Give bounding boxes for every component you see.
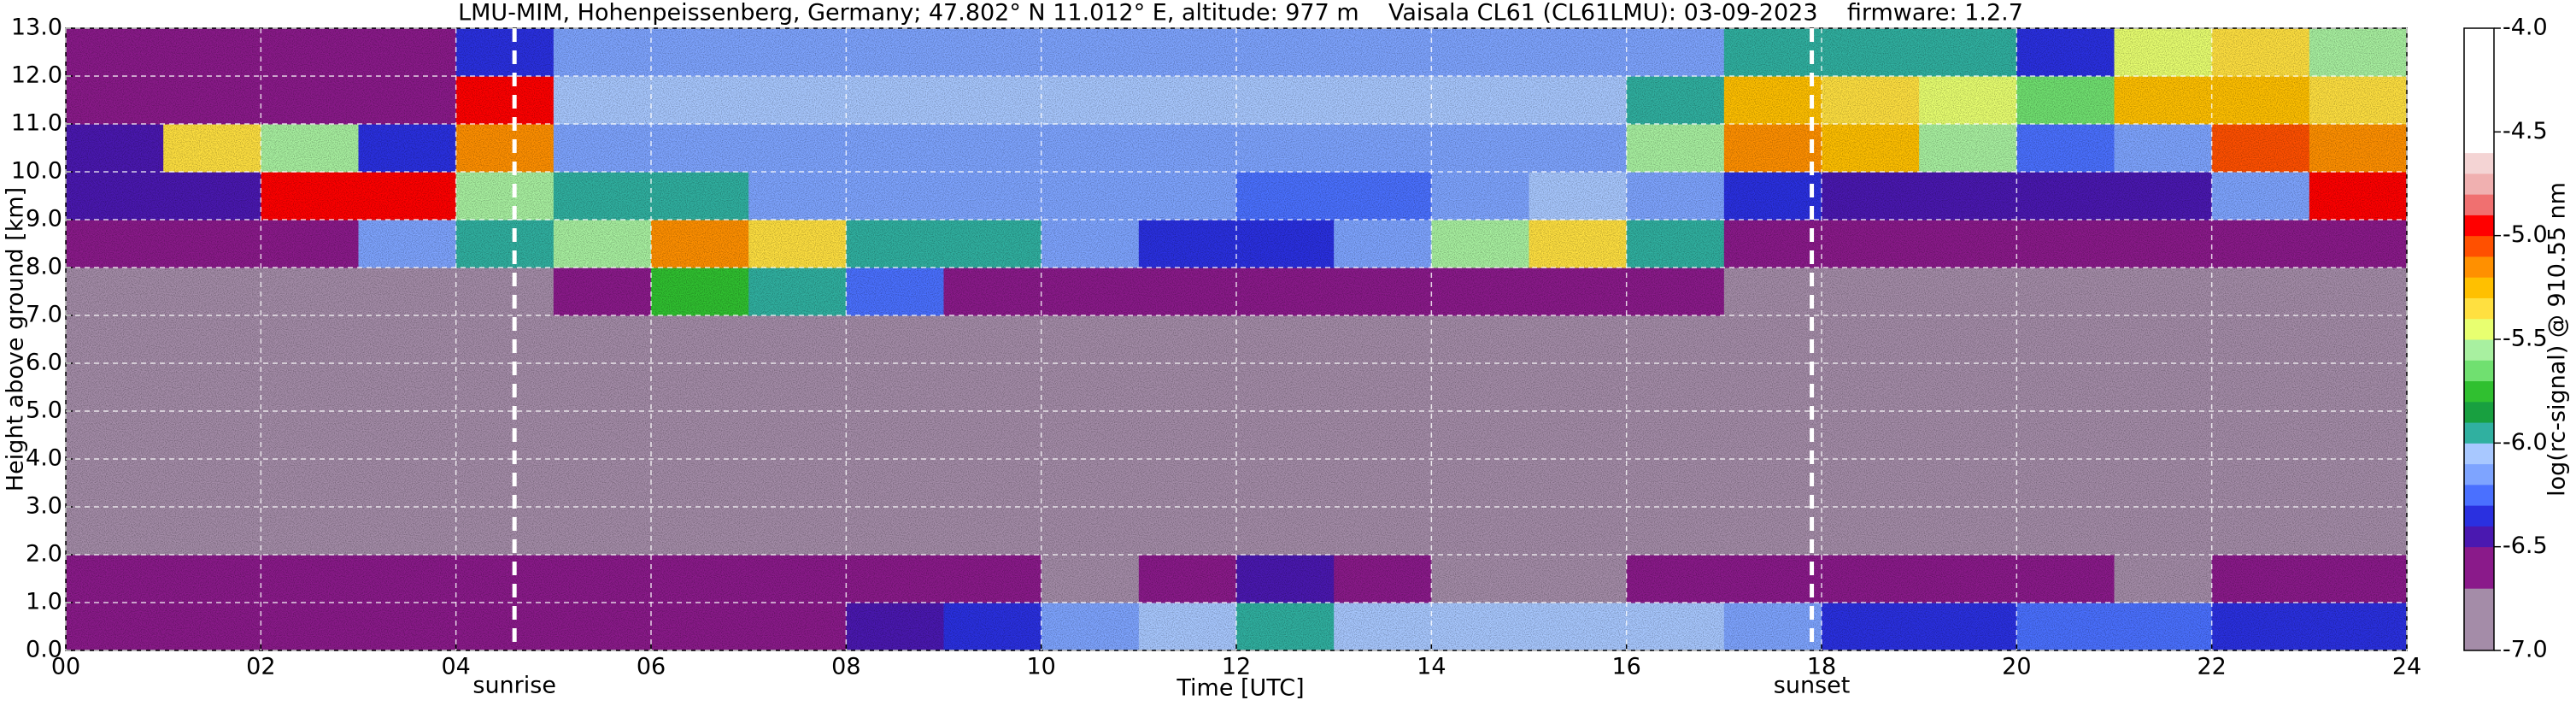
colorbar-bin bbox=[2464, 380, 2494, 403]
colorbar-bin bbox=[2464, 401, 2494, 423]
colorbar-tick-label: -6.0 bbox=[2503, 429, 2548, 456]
colorbar-bin bbox=[2464, 422, 2494, 444]
x-tick-label: 08 bbox=[831, 654, 860, 680]
y-tick-label: 4.0 bbox=[26, 445, 62, 472]
colorbar-bin bbox=[2464, 484, 2494, 506]
y-tick-label: 13.0 bbox=[11, 15, 62, 41]
x-tick-label: 14 bbox=[1417, 654, 1446, 680]
x-tick-label: 00 bbox=[51, 654, 80, 680]
colorbar-bin bbox=[2464, 173, 2494, 195]
y-tick-label: 1.0 bbox=[26, 589, 62, 615]
x-tick-label: 04 bbox=[441, 654, 470, 680]
annotation: sunrise bbox=[472, 673, 556, 699]
annotation: sunset bbox=[1774, 673, 1851, 699]
x-tick-label: 10 bbox=[1026, 654, 1055, 680]
colorbar-bin bbox=[2464, 505, 2494, 527]
y-axis-label: Height above ground [km] bbox=[3, 187, 29, 491]
y-tick-label: 10.0 bbox=[11, 158, 62, 185]
colorbar-tick-label: -4.5 bbox=[2503, 118, 2548, 144]
colorbar-bin bbox=[2464, 297, 2494, 320]
y-tick-label: 6.0 bbox=[26, 350, 62, 376]
colorbar-bin bbox=[2464, 588, 2494, 651]
x-tick-label: 06 bbox=[637, 654, 666, 680]
x-tick-label: 12 bbox=[1222, 654, 1251, 680]
x-axis-label: Time [UTC] bbox=[1176, 675, 1304, 702]
colorbar-tick-label: -6.5 bbox=[2503, 532, 2548, 559]
x-tick-label: 24 bbox=[2392, 654, 2421, 680]
colorbar-tick-label: -7.0 bbox=[2503, 637, 2548, 663]
colorbar-bin bbox=[2464, 526, 2494, 548]
colorbar-bin bbox=[2464, 277, 2494, 298]
colorbar-bin bbox=[2464, 463, 2494, 485]
y-tick-label: 7.0 bbox=[26, 302, 62, 328]
y-tick-label: 12.0 bbox=[11, 62, 62, 89]
colorbar-bin bbox=[2464, 215, 2494, 237]
y-tick-label: 8.0 bbox=[26, 254, 62, 280]
colorbar-bin bbox=[2464, 360, 2494, 382]
chart-title: LMU-MIM, Hohenpeissenberg, Germany; 47.8… bbox=[458, 0, 2023, 26]
colorbar-bin bbox=[2464, 546, 2494, 589]
colorbar-tick-label: -5.0 bbox=[2503, 221, 2548, 248]
y-tick-label: 0.0 bbox=[26, 637, 62, 663]
x-tick-label: 16 bbox=[1611, 654, 1640, 680]
colorbar-bin bbox=[2464, 194, 2494, 215]
x-tick-label: 18 bbox=[1807, 654, 1836, 680]
colorbar-bin bbox=[2464, 318, 2494, 340]
colorbar-bin bbox=[2464, 256, 2494, 278]
colorbar-tick-label: -5.5 bbox=[2503, 326, 2548, 352]
y-tick-label: 9.0 bbox=[26, 206, 62, 232]
colorbar-bin bbox=[2464, 235, 2494, 257]
colorbar-label: log(rc-signal) @ 910.55 nm bbox=[2544, 182, 2571, 497]
colorbar-bin bbox=[2464, 443, 2494, 465]
x-tick-label: 20 bbox=[2002, 654, 2031, 680]
y-tick-label: 2.0 bbox=[26, 541, 62, 568]
y-tick-label: 11.0 bbox=[11, 110, 62, 137]
colorbar-tick-label: -4.0 bbox=[2503, 15, 2548, 41]
x-tick-label: 22 bbox=[2197, 654, 2226, 680]
y-tick-label: 5.0 bbox=[26, 397, 62, 424]
colorbar-bin bbox=[2464, 152, 2494, 174]
y-tick-label: 3.0 bbox=[26, 493, 62, 520]
colorbar-bin bbox=[2464, 28, 2494, 154]
x-tick-label: 02 bbox=[246, 654, 275, 680]
colorbar-bin bbox=[2464, 339, 2494, 361]
